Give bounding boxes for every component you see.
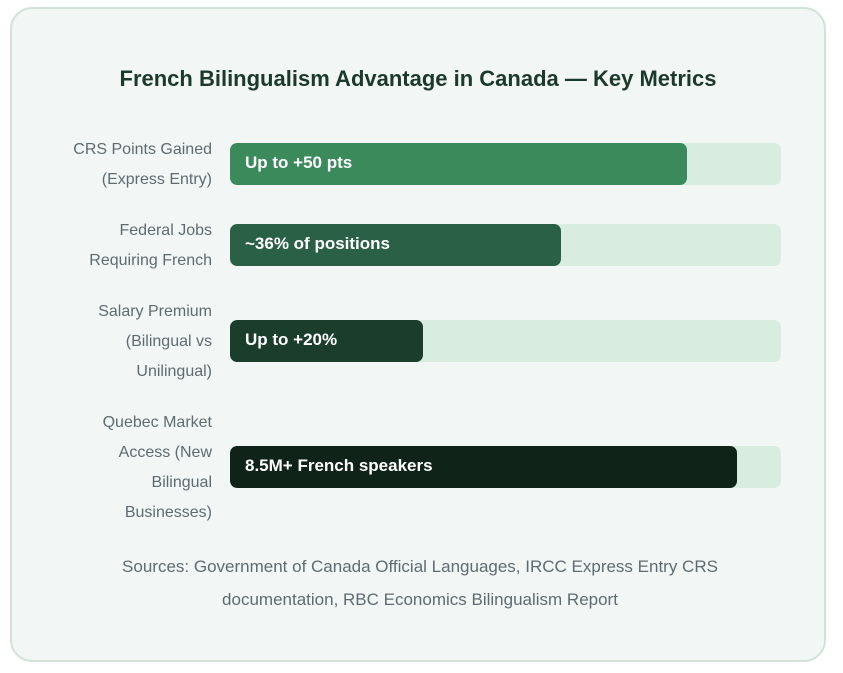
bar-label-salary-premium: Salary Premium (Bilingual vs Unilingual) xyxy=(62,297,212,387)
bar-label-line: (Express Entry) xyxy=(101,171,212,188)
bar-value-label-salary-premium: Up to +20% xyxy=(245,330,338,349)
bar-crs-points xyxy=(230,143,688,185)
chart-card: French Bilingualism Advantage in Canada … xyxy=(10,7,826,662)
bar-label-line: Access (New xyxy=(118,444,212,461)
bar-label-line: Requiring French xyxy=(89,252,212,269)
bar-quebec-market xyxy=(230,446,737,488)
bar-label-line: CRS Points Gained xyxy=(73,141,212,158)
bar-track-crs-points: Up to +50 pts xyxy=(230,143,781,185)
bar-label-line: Quebec Market xyxy=(102,414,212,431)
bar-label-line: Businesses) xyxy=(124,504,212,521)
bar-track-federal-jobs: ~36% of positions xyxy=(230,224,781,266)
bar-value-label-federal-jobs: ~36% of positions xyxy=(245,234,390,253)
sources-line: Sources: Government of Canada Official L… xyxy=(122,557,718,576)
bar-track-salary-premium: Up to +20% xyxy=(230,320,781,362)
bar-label-line: Salary Premium xyxy=(98,303,212,320)
sources-line: documentation, RBC Economics Bilingualis… xyxy=(222,590,618,609)
bar-salary-premium xyxy=(230,320,423,362)
bar-label-quebec-market: Quebec Market Access (New Bilingual Busi… xyxy=(62,408,212,528)
bar-label-line: (Bilingual vs xyxy=(125,333,212,350)
bar-federal-jobs xyxy=(230,224,561,266)
bar-label-line: Bilingual xyxy=(151,474,212,491)
bar-label-line: Unilingual) xyxy=(136,363,212,380)
chart-title: French Bilingualism Advantage in Canada … xyxy=(119,66,717,91)
bar-value-label-crs-points: Up to +50 pts xyxy=(245,153,353,172)
bar-track-quebec-market: 8.5M+ French speakers xyxy=(230,446,781,488)
bar-label-line: Federal Jobs xyxy=(119,222,213,239)
bar-label-crs-points: CRS Points Gained (Express Entry) xyxy=(62,135,212,195)
bar-value-label-quebec-market: 8.5M+ French speakers xyxy=(245,456,433,475)
sources-note: Sources: Government of Canada Official L… xyxy=(92,550,748,616)
bar-label-federal-jobs: Federal Jobs Requiring French xyxy=(62,216,212,276)
